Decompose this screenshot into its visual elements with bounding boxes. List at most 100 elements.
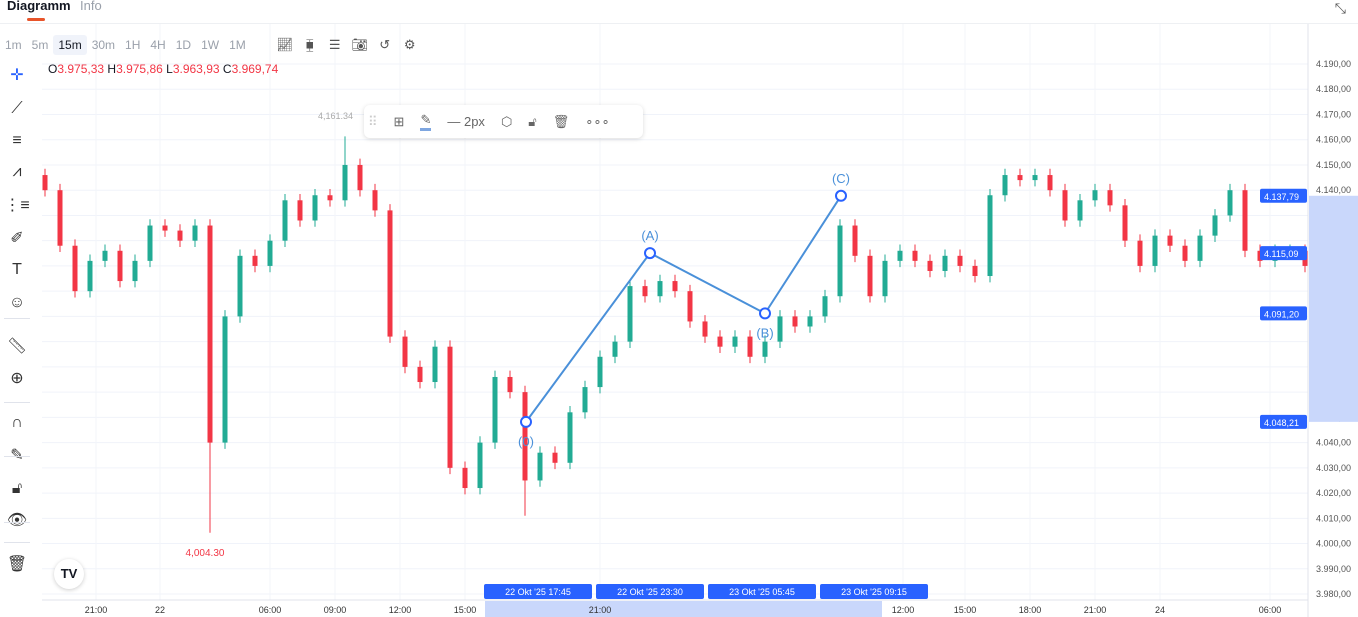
- candle-body: [282, 200, 288, 241]
- brush-icon[interactable]: ✐: [10, 230, 24, 247]
- candle-body: [1062, 190, 1068, 221]
- candle-body: [117, 250, 123, 282]
- toolbar-divider: [4, 456, 30, 457]
- candle-body: [132, 260, 138, 282]
- timeframe-1D[interactable]: 1D: [175, 38, 192, 52]
- settings-hex-icon[interactable]: ⬡: [500, 113, 513, 129]
- price-marker: [1260, 246, 1307, 261]
- y-tick-label: 4.000,00: [1316, 539, 1351, 549]
- timeframe-5m[interactable]: 5m: [31, 38, 49, 52]
- trendline-icon[interactable]: ⟋: [11, 100, 23, 117]
- horizontal-lines-icon[interactable]: ≡: [12, 132, 22, 149]
- wave-point-handle[interactable]: [759, 307, 771, 320]
- timeframe-4H[interactable]: 4H: [150, 38, 166, 52]
- text-icon[interactable]: T: [12, 261, 22, 278]
- zoom-in-icon[interactable]: ⊕: [10, 370, 24, 387]
- candle-body: [687, 291, 693, 322]
- candle-body: [207, 225, 213, 443]
- candle-body: [582, 387, 588, 413]
- unlock-icon[interactable]: 🔓︎: [11, 480, 23, 497]
- eye-icon[interactable]: 👁︎: [6, 512, 28, 529]
- tab-diagramm[interactable]: Diagramm: [7, 0, 71, 21]
- time-marker-label: 23 Okt '25 09:15: [841, 587, 907, 597]
- trash-icon[interactable]: 🗑︎: [6, 556, 28, 573]
- candle-body: [417, 366, 423, 383]
- candle-body: [897, 250, 903, 261]
- undo-icon[interactable]: ↺: [379, 37, 391, 52]
- time-marker-label: 23 Okt '25 05:45: [729, 587, 795, 597]
- candle-body: [852, 225, 858, 256]
- y-tick-label: 4.010,00: [1316, 513, 1351, 523]
- candle-body: [357, 164, 363, 191]
- x-tick-label: 06:00: [1259, 605, 1282, 615]
- candle-body: [567, 412, 573, 463]
- unlock-icon[interactable]: 🔓︎: [528, 113, 537, 129]
- pattern-icon[interactable]: ⩘: [12, 163, 22, 180]
- candle-body: [237, 255, 243, 317]
- x-tick-label: 21:00: [589, 605, 612, 615]
- tradingview-logo[interactable]: TV: [54, 559, 84, 589]
- wave-point-handle[interactable]: [835, 189, 847, 202]
- high-value: 3.975,86: [116, 62, 163, 76]
- candle-body: [1137, 240, 1143, 266]
- candle-body: [1152, 235, 1158, 266]
- timeframe-1M[interactable]: 1M: [229, 38, 246, 52]
- candle-body: [1047, 175, 1053, 191]
- price-marker-label: 4.115,09: [1264, 249, 1298, 259]
- candle-body: [1227, 190, 1233, 216]
- timeframe-1W[interactable]: 1W: [201, 38, 220, 52]
- min-low-label: 4,004.30: [186, 548, 225, 559]
- timeframe-1H[interactable]: 1H: [125, 38, 141, 52]
- tab-bar: Diagramm Info ⤡: [0, 0, 1358, 24]
- y-tick-label: 4.150,00: [1316, 160, 1351, 170]
- close-value: 3.969,74: [231, 62, 279, 76]
- magnet-icon[interactable]: ∩: [11, 414, 23, 431]
- candle-body: [552, 452, 558, 463]
- pencil-icon[interactable]: ✎: [420, 112, 432, 131]
- candle-body: [387, 210, 393, 337]
- toolbar-divider: [4, 542, 30, 543]
- crosshair-icon[interactable]: ✛: [10, 67, 24, 84]
- drag-handle-icon[interactable]: ⠿: [368, 113, 378, 129]
- line-width-button[interactable]: — 2px: [447, 114, 485, 129]
- fib-icon[interactable]: ⋮≡: [4, 197, 30, 214]
- candle-body: [72, 245, 78, 292]
- tab-info[interactable]: Info: [80, 0, 102, 13]
- wave-point-handle[interactable]: [644, 247, 656, 260]
- timeframe-toolbar: 1m 5m 15m 30m 1H 4H 1D 1W 1M 📈︎ ⧯ ☰ 📷︎ ↺ ⚙: [0, 34, 421, 56]
- candle-body: [192, 225, 198, 241]
- wave-point-handle[interactable]: [520, 415, 532, 428]
- indicators-icon[interactable]: 📈︎: [276, 37, 293, 52]
- x-tick-label: 12:00: [892, 605, 915, 615]
- x-tick-label: 18:00: [1019, 605, 1042, 615]
- y-tick-label: 4.160,00: [1316, 135, 1351, 145]
- gear-icon[interactable]: ⚙: [403, 37, 416, 52]
- timeframe-1m[interactable]: 1m: [5, 38, 22, 52]
- ruler-icon[interactable]: 📏︎: [6, 338, 28, 355]
- candle-body: [837, 225, 843, 297]
- candle-body: [252, 255, 258, 266]
- trash-icon[interactable]: 🗑︎: [552, 113, 570, 129]
- line-width-label: 2px: [463, 114, 485, 129]
- price-range-highlight: [1309, 195, 1358, 422]
- timeframe-15m[interactable]: 15m: [53, 35, 87, 55]
- candle-type-icon[interactable]: ⧯: [305, 37, 314, 52]
- candle-body: [267, 240, 273, 266]
- collapse-arrows-icon[interactable]: ⤡: [1334, 0, 1346, 16]
- camera-icon[interactable]: 📷︎: [351, 37, 368, 52]
- more-icon[interactable]: ∘∘∘: [585, 113, 610, 129]
- x-tick-label: 21:00: [85, 605, 108, 615]
- lock-drawing-icon[interactable]: ✎: [10, 447, 24, 464]
- x-tick-label: 12:00: [389, 605, 412, 615]
- list-icon[interactable]: ☰: [328, 37, 341, 52]
- candle-body: [762, 341, 768, 357]
- templates-icon[interactable]: ⊞: [393, 113, 405, 129]
- candle-body: [1197, 235, 1203, 261]
- price-marker-label: 4.137,79: [1264, 192, 1299, 202]
- emoji-icon[interactable]: ☺: [8, 294, 26, 311]
- candle-body: [732, 336, 738, 347]
- candle-body: [612, 341, 618, 357]
- candle-body: [882, 260, 888, 297]
- timeframe-30m[interactable]: 30m: [91, 38, 116, 52]
